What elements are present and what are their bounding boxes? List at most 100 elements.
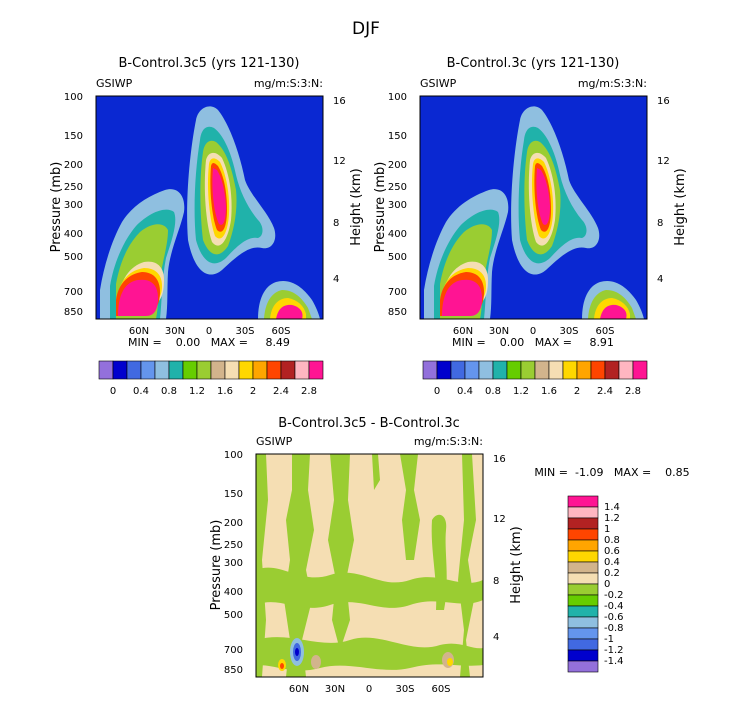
contour-neg1.2 (295, 648, 299, 656)
colorbar-box (182, 360, 198, 380)
colorbar-label: -0.4 (604, 601, 624, 612)
y2-tick-label: 4 (657, 274, 663, 285)
contour-1.0 (280, 663, 284, 669)
plot-frame (419, 95, 648, 320)
left-label: GSIWP (96, 77, 133, 90)
colorbar-box (126, 360, 142, 380)
colorbar-box (154, 360, 170, 380)
colorbar-label: 1.2 (513, 386, 529, 397)
y-tick-label: 700 (224, 645, 243, 656)
colorbar-box (112, 360, 128, 380)
y2-axis-title: Height (km) (509, 526, 524, 603)
colorbar-box (567, 528, 599, 541)
x-tick-label: 30S (235, 326, 254, 337)
y-tick-label: 100 (224, 450, 243, 461)
colorbar-box (210, 360, 226, 380)
colorbar-label: 1.6 (541, 386, 557, 397)
y-tick-label: 200 (388, 160, 407, 171)
y2-tick-label: 16 (493, 454, 506, 465)
y2-tick-label: 16 (657, 96, 670, 107)
x-tick-label: 0 (206, 326, 212, 337)
y2-tick-label: 8 (333, 218, 339, 229)
x-tick-label: 0 (366, 684, 372, 695)
colorbar-box (567, 594, 599, 607)
colorbar-box (567, 572, 599, 585)
colorbar-box (140, 360, 156, 380)
heatmap-field (256, 454, 483, 677)
colorbar-label: -1.4 (604, 656, 624, 667)
y-tick-label: 500 (64, 252, 83, 263)
colorbar-label: 2.8 (625, 386, 641, 397)
y2-tick-label: 12 (333, 156, 346, 167)
colorbar-label: -1 (604, 634, 614, 645)
colorbar-box (567, 517, 599, 530)
colorbar: 0 0.4 0.8 1.2 1.6 2 2.4 2.8 (422, 360, 648, 397)
panel-control-3c5: B-Control.3c5 (yrs 121-130) GSIWP mg/m:S… (49, 56, 364, 397)
min-max-label: MIN = 0.00 MAX = 8.49 (128, 336, 290, 349)
y-tick-label: 150 (64, 131, 83, 142)
colorbar-box (534, 360, 550, 380)
colorbar-box (98, 360, 114, 380)
x-tick-label: 30N (325, 684, 345, 695)
x-tick-label: 30S (395, 684, 414, 695)
y-tick-label: 400 (388, 229, 407, 240)
x-tick-label: 60S (271, 326, 290, 337)
colorbar-box (506, 360, 522, 380)
colorbar-label: 2.4 (597, 386, 613, 397)
colorbar-box (266, 360, 282, 380)
colorbar-box (576, 360, 592, 380)
colorbar-label: 2 (250, 386, 256, 397)
colorbar-label: 0.2 (604, 568, 620, 579)
colorbar-box (632, 360, 648, 380)
x-tick-label: 60S (431, 684, 450, 695)
y2-tick-label: 8 (657, 218, 663, 229)
y-tick-label: 100 (64, 92, 83, 103)
contour-2.8 (536, 168, 550, 225)
y-tick-label: 300 (64, 200, 83, 211)
y-tick-label: 850 (224, 665, 243, 676)
colorbar-label: 2 (574, 386, 580, 397)
figure-title: DJF (352, 19, 380, 39)
colorbar-label: 2.4 (273, 386, 289, 397)
contour-0.4 (311, 655, 321, 669)
colorbar-label: 0.8 (161, 386, 177, 397)
colorbar-label: 0 (110, 386, 116, 397)
y-tick-label: 150 (388, 131, 407, 142)
y-tick-label: 200 (64, 160, 83, 171)
y-tick-label: 150 (224, 489, 243, 500)
y2-tick-label: 12 (657, 156, 670, 167)
colorbar-label: 1.4 (604, 502, 620, 513)
y-axis: 100 150 200 250 300 400 500 700 850 Pres… (49, 92, 83, 318)
colorbar-box (520, 360, 536, 380)
left-label: GSIWP (420, 77, 457, 90)
x-tick-label: 30N (489, 326, 509, 337)
contour-neg0.2 (372, 454, 380, 490)
contour-2.8 (600, 304, 627, 319)
colorbar-label: 0.8 (604, 535, 620, 546)
y2-tick-label: 16 (333, 96, 346, 107)
x-axis: 60N 30N 0 30S 60S (453, 326, 615, 337)
colorbar-label: -0.2 (604, 590, 624, 601)
x-axis: 60N 30N 0 30S 60S (289, 684, 451, 695)
colorbar-label: 0 (434, 386, 440, 397)
colorbar-box (604, 360, 620, 380)
y-tick-label: 200 (224, 518, 243, 529)
y-tick-label: 850 (64, 307, 83, 318)
panel-title: B-Control.3c5 - B-Control.3c (278, 416, 460, 431)
colorbar-box (224, 360, 240, 380)
colorbar-box (567, 561, 599, 574)
x-tick-label: 30S (559, 326, 578, 337)
colorbar-box (567, 495, 599, 508)
y-tick-label: 400 (64, 229, 83, 240)
colorbar-label: 1.2 (604, 513, 620, 524)
min-max-label: MIN = -1.09 MAX = 0.85 (534, 466, 689, 479)
y2-axis: 16 12 8 4 Height (km) (657, 96, 688, 285)
y2-tick-label: 12 (493, 514, 506, 525)
y-tick-label: 500 (224, 610, 243, 621)
colorbar-box (567, 638, 599, 651)
y-tick-label: 300 (224, 558, 243, 569)
y-tick-label: 100 (388, 92, 407, 103)
y-tick-label: 500 (388, 252, 407, 263)
y-tick-label: 300 (388, 200, 407, 211)
colorbar-box (294, 360, 310, 380)
